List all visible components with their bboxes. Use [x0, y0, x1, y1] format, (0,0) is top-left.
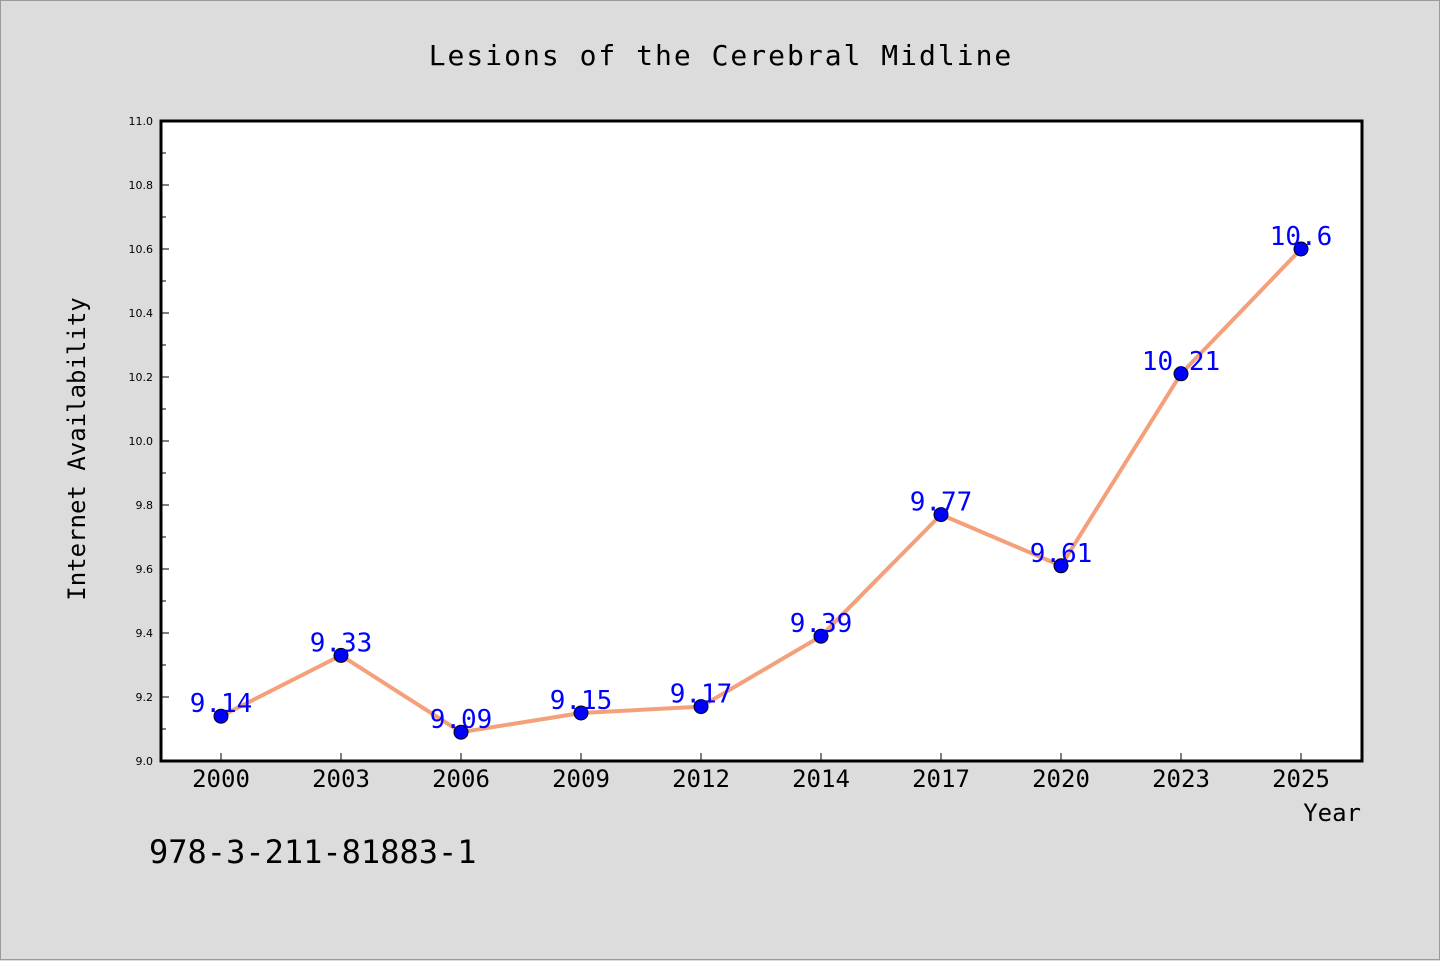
x-tick-label: 2017	[912, 765, 970, 793]
chart-title: Lesions of the Cerebral Midline	[429, 39, 1014, 72]
data-label: 9.77	[910, 488, 973, 518]
data-label: 9.14	[190, 689, 253, 719]
data-label: 10.21	[1142, 347, 1220, 377]
data-label: 9.33	[310, 628, 373, 658]
y-axis: 9.0 9.2 9.4 9.6 9.8 10.0 10.2 10.4 10.6 10.8 11.0	[129, 115, 169, 768]
data-label: 10.6	[1270, 222, 1333, 252]
data-label: 9.09	[430, 705, 493, 735]
isbn-text: 978-3-211-81883-1	[149, 833, 477, 871]
x-tick-label: 2006	[432, 765, 490, 793]
data-point	[1053, 558, 1069, 574]
x-tick-label: 2003	[312, 765, 370, 793]
x-tick-label: 2012	[672, 765, 730, 793]
data-label: 9.17	[670, 680, 733, 710]
y-tick-label: 10.0	[129, 435, 154, 448]
data-point	[933, 507, 949, 523]
x-axis-label: Year	[1303, 799, 1361, 827]
data-label: 9.39	[790, 609, 853, 639]
x-tick-label: 2025	[1272, 765, 1330, 793]
y-tick-label: 9.0	[136, 755, 154, 768]
y-tick-label: 9.8	[136, 499, 154, 512]
y-tick-label: 10.2	[129, 371, 154, 384]
series-group	[213, 241, 1309, 740]
y-tick-label: 9.4	[136, 627, 154, 640]
series-line	[219, 247, 1303, 735]
x-tick-label: 2023	[1152, 765, 1210, 793]
data-point	[573, 705, 589, 721]
x-tick-label: 2009	[552, 765, 610, 793]
y-tick-label: 9.2	[136, 691, 154, 704]
x-tick-label: 2000	[192, 765, 250, 793]
data-point	[213, 708, 229, 724]
plot-area	[159, 119, 1364, 763]
y-tick-label: 10.8	[129, 179, 154, 192]
data-point	[813, 628, 829, 644]
data-point	[1293, 241, 1309, 257]
data-label: 9.61	[1030, 539, 1093, 569]
y-tick-label: 10.4	[129, 307, 154, 320]
data-point	[1173, 366, 1189, 382]
data-point	[333, 647, 349, 663]
x-axis: 2000 2003 2006 2009 2012 2014 2017 2020 2023 2025	[192, 753, 1330, 793]
data-labels-group: 9.14 9.33 9.09 9.15 9.17 9.39 9.77 9.61 10.21 10.…	[190, 222, 1333, 735]
y-tick-label: 9.6	[136, 563, 154, 576]
data-label: 9.15	[550, 686, 613, 716]
y-axis-label: Internet Availability	[63, 297, 91, 600]
y-tick-label: 10.6	[129, 243, 154, 256]
y-tick-label: 11.0	[129, 115, 154, 128]
data-point	[453, 724, 469, 740]
data-point	[693, 699, 709, 715]
x-tick-label: 2020	[1032, 765, 1090, 793]
x-tick-label: 2014	[792, 765, 850, 793]
